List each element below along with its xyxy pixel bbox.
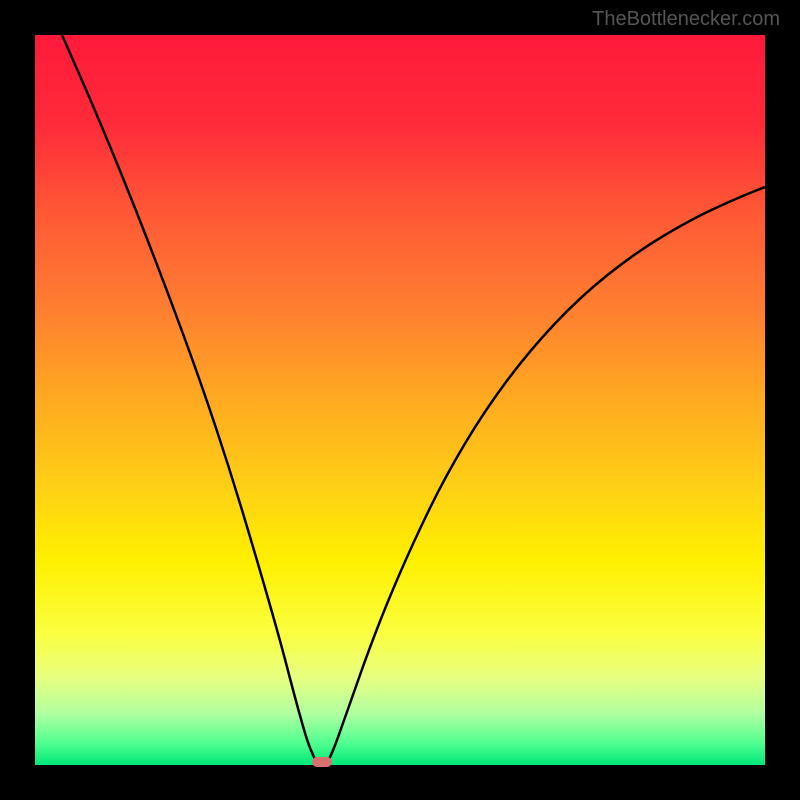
chart-container [35,35,765,765]
bottleneck-curve [35,35,765,765]
optimal-point-marker [312,757,332,767]
watermark-text: TheBottlenecker.com [592,8,780,31]
